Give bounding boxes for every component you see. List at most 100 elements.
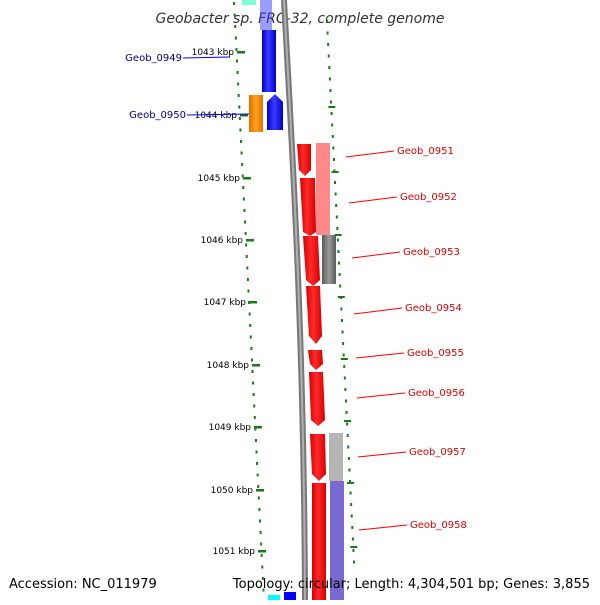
gene-label-Geob_0950[interactable]: Geob_0950 [129,110,186,121]
dot-mark [247,289,250,293]
bottom-gene-segment [284,592,296,600]
dot-mark [250,358,253,362]
dot-mark [241,174,244,178]
accession-text: Accession: NC_011979 [9,577,157,592]
gene-label-Geob_0957[interactable]: Geob_0957 [409,447,466,458]
dash-mark [337,296,345,298]
dot-mark [253,404,256,408]
genome-backbone [281,0,308,601]
dot-mark [332,158,335,161]
gene-Geob_0954[interactable] [306,286,322,344]
dot-mark [254,427,257,431]
dot-mark [255,450,258,454]
dot-mark [258,519,261,523]
scale-tick-mark [252,364,260,367]
dot-mark [344,399,347,403]
scale-tick-label: 1046 kbp [201,236,244,246]
dot-mark [344,388,347,391]
dot-mark [235,59,238,63]
gene-label-Geob_0951[interactable]: Geob_0951 [397,146,454,157]
dot-mark [343,376,346,380]
dot-mark [259,531,262,534]
outer-dotted-track [233,2,265,592]
dot-mark [245,243,248,247]
dot-mark [327,43,330,46]
scale-tick-mark [243,177,251,180]
dot-mark [342,353,345,357]
gene-Geob_0950-blue[interactable] [267,94,283,130]
gene-Geob_0951[interactable] [297,144,311,176]
gene-label-leader [357,451,407,458]
dot-mark [236,71,239,74]
gene-label-Geob_0953[interactable]: Geob_0953 [403,247,460,258]
gene-label-leader [355,352,405,359]
gene-label-Geob_0954[interactable]: Geob_0954 [405,303,462,314]
dash-mark [331,171,339,173]
inner-dotted-track [326,20,358,564]
dot-mark [241,163,244,166]
gene-label-Geob_0955[interactable]: Geob_0955 [407,348,464,359]
dot-mark [253,416,256,419]
dash-mark [340,358,348,360]
top-gene-segment [242,0,256,5]
gene-label-leader [351,251,401,259]
dot-mark [328,77,331,81]
dot-mark [250,347,253,350]
dot-mark [252,381,255,385]
dot-mark [332,146,335,150]
dot-mark [256,462,259,465]
dot-mark [351,537,354,541]
dot-mark [246,266,249,270]
track-segment-pink [316,143,330,235]
gene-Geob_0953[interactable] [303,236,320,286]
dot-mark [338,261,341,265]
dot-mark [340,319,343,322]
gene-Geob_0956[interactable] [309,372,325,426]
dot-mark [245,255,248,258]
gene-labels: Geob_0949 Geob_0950 Geob_0951 Geob_0952 Geob… [125,53,467,531]
dot-mark [351,526,354,529]
dot-mark [257,496,260,500]
dash-mark [350,546,358,548]
dot-mark [352,549,355,552]
gene-Geob_0950[interactable] [249,95,263,132]
dot-mark [330,100,333,104]
scale-tick-mark [258,550,266,553]
dot-mark [256,473,259,477]
gene-Geob_0957[interactable] [310,434,326,481]
scale-tick-label: 1049 kbp [209,423,252,433]
gene-label-Geob_0958[interactable]: Geob_0958 [410,520,467,531]
dash-mark [328,106,336,108]
dot-mark [239,128,242,132]
gene-Geob_0952[interactable] [300,178,316,236]
track-segment-purple [330,481,344,600]
dot-mark [251,370,254,373]
dot-mark [353,560,356,564]
dot-mark [234,36,237,40]
scale-tick-label: 1043 kbp [192,48,235,58]
dot-mark [331,135,334,138]
gene-label-Geob_0956[interactable]: Geob_0956 [408,388,465,399]
dot-mark [348,468,351,472]
dot-mark [338,273,341,276]
gene-Geob_0955[interactable] [308,350,323,370]
gene-Geob_0958[interactable] [312,483,326,600]
gene-Geob_0949[interactable] [262,30,276,92]
dot-mark [242,186,245,189]
gene-label-leader [353,307,403,315]
dot-mark [343,365,346,368]
dot-mark [341,330,344,334]
dot-mark [235,48,238,51]
scale-tick-mark [246,239,254,242]
gene-label-Geob_0952[interactable]: Geob_0952 [400,192,457,203]
dash-mark [334,234,342,236]
top-gene-segment [260,0,272,30]
dot-mark [248,312,251,316]
scale-ticks: 1043 kbp 1044 kbp 1045 kbp 1046 kbp 1047 kbp… [192,48,266,557]
gene-label-Geob_0949[interactable]: Geob_0949 [125,53,182,64]
dot-mark [261,577,264,580]
track-segment-gray [322,235,336,284]
scale-tick-label: 1048 kbp [207,361,250,371]
scale-tick-label: 1050 kbp [211,486,254,496]
